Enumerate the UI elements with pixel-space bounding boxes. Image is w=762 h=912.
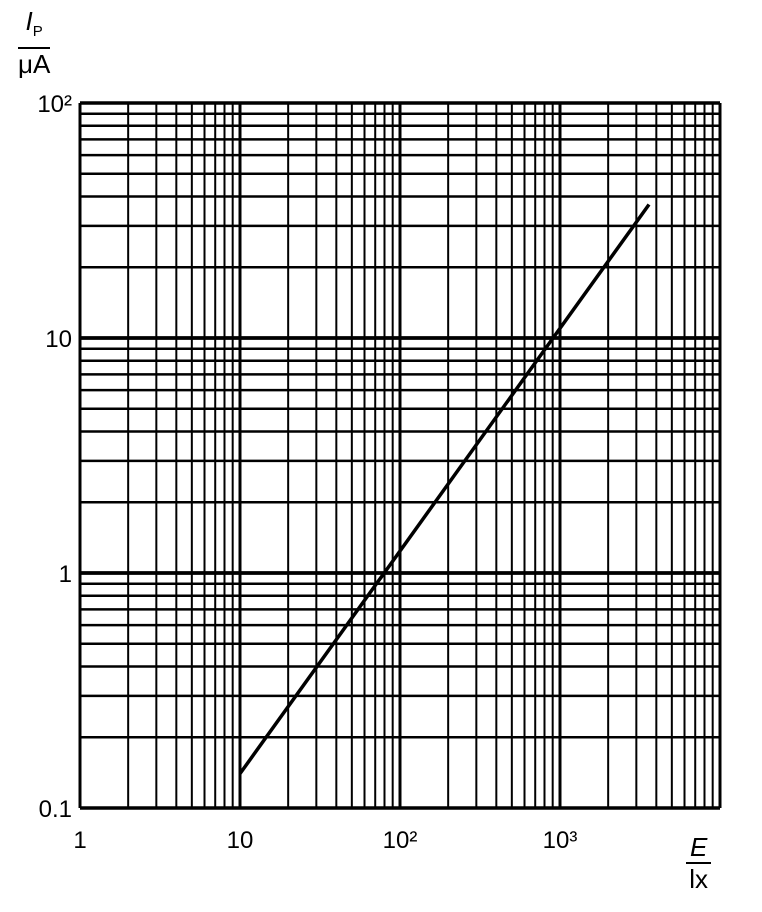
x-tick-label: 10 (227, 827, 254, 854)
series (238, 203, 651, 775)
x-tick-label: 1 (73, 827, 86, 854)
y-axis-subscript: P (32, 23, 43, 41)
y-tick-label: 10 (45, 326, 72, 353)
y-axis-unit: μA (18, 49, 51, 80)
series-line (238, 203, 651, 775)
y-axis-label: IP μA (18, 6, 51, 80)
y-tick-label: 1 (59, 561, 72, 588)
x-axis-label: E lx (686, 832, 712, 894)
x-tick-label: 10² (383, 827, 418, 854)
x-tick-label: 10³ (543, 827, 578, 854)
y-tick-label: 10² (37, 91, 72, 118)
x-axis-symbol: E (690, 832, 708, 862)
y-axis-symbol: I (25, 6, 33, 36)
y-tick-label: 0.1 (39, 796, 72, 823)
x-axis-unit: lx (689, 864, 709, 894)
grid (78, 101, 722, 810)
